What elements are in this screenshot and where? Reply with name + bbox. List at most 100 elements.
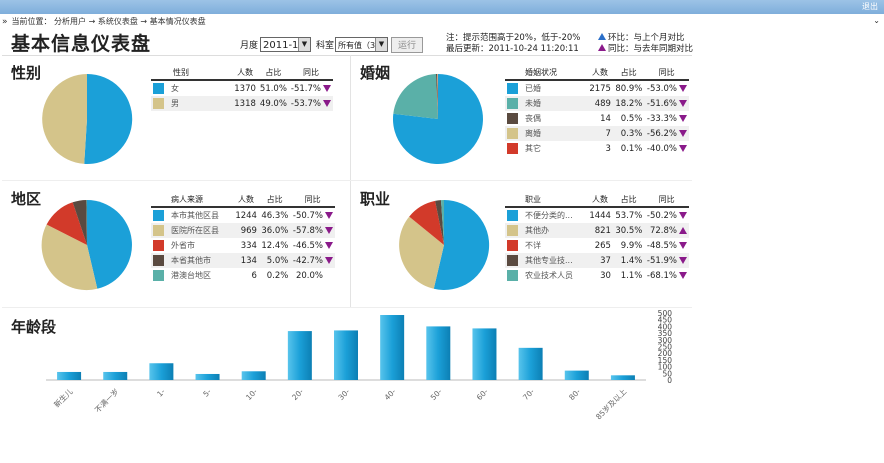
color-swatch: [151, 223, 169, 238]
x-tick-label: 5-: [201, 387, 213, 399]
color-swatch: [505, 223, 523, 238]
exit-link[interactable]: 退出: [862, 2, 878, 11]
swatch-box: [153, 255, 164, 266]
gender-title: 性别: [11, 64, 42, 82]
row-yoy: -53.0%: [644, 80, 689, 96]
swatch-box: [507, 240, 518, 251]
row-yoy: -51.6%: [644, 96, 689, 111]
pie-slice: [393, 74, 438, 119]
region-title: 地区: [11, 190, 42, 208]
row-count: 6: [251, 270, 257, 281]
triangle-down-icon: [325, 256, 333, 264]
row-pct: 80.9%: [615, 83, 643, 94]
row-label: 男: [168, 96, 233, 111]
swatch-box: [153, 210, 164, 221]
row-label: 离婚: [523, 126, 587, 141]
col-header: 病人来源: [151, 193, 233, 208]
table-row: 港澳台地区 6 0.2% 20.0%: [151, 268, 335, 283]
table-row: 医院所在区县 969 36.0% -57.8%: [151, 223, 335, 238]
row-pct: 49.0%: [257, 96, 289, 111]
col-header: 占比: [612, 66, 645, 81]
y-tick-label: 50: [662, 369, 672, 378]
triangle-down-icon: [323, 84, 331, 92]
run-button[interactable]: 运行: [391, 37, 423, 53]
occupation-table: 职业 人数 占比 同比 不便分类的... 1444 53.7% -50.2% 其他办 82…: [505, 193, 689, 283]
month-select[interactable]: 2011-1 ▼: [260, 37, 311, 52]
pie-slice: [435, 200, 444, 245]
y-tick-label: 300: [658, 336, 673, 345]
table-row: 农业技术人员 30 1.1% -68.1%: [505, 268, 689, 283]
threshold-note: 注：提示范围高于20%，低于-20%: [446, 33, 581, 43]
row-yoy: -51.7%: [289, 80, 333, 96]
row-count: 334: [240, 240, 257, 251]
double-chevron-icon[interactable]: »: [2, 17, 8, 27]
triangle-down-icon: [679, 114, 687, 122]
month-label: 月度: [240, 41, 259, 51]
row-yoy: -53.7%: [288, 96, 333, 111]
x-tick-label: 新生儿: [52, 386, 75, 409]
row-label: 不便分类的...: [525, 211, 573, 220]
table-row: 不便分类的... 1444 53.7% -50.2%: [505, 207, 689, 223]
swatch-box: [507, 128, 518, 139]
bar-1: [103, 371, 128, 380]
col-header: 人数: [587, 193, 613, 208]
row-count: 134: [233, 253, 259, 268]
row-label: 本市其他区县: [171, 211, 219, 220]
y-tick-label: 200: [658, 349, 673, 358]
legend-tongbi: 同比：与去年同期对比: [598, 42, 693, 54]
row-count: 30: [600, 270, 611, 281]
row-label: 女: [170, 84, 179, 93]
triangle-down-icon: [679, 241, 687, 249]
legend-huanbi: 环比：与上个月对比: [598, 31, 685, 43]
color-swatch: [505, 268, 523, 283]
x-tick-label: 30-: [336, 387, 351, 402]
row-label: 港澳台地区: [171, 271, 211, 280]
y-tick-label: 350: [658, 329, 673, 338]
row-yoy: -46.5%: [290, 238, 335, 253]
y-tick-label: 450: [658, 316, 673, 325]
x-tick-label: 50-: [429, 387, 444, 402]
triangle-up-icon: [679, 226, 687, 234]
swatch-box: [153, 240, 164, 251]
swatch-box: [153, 225, 164, 236]
bar-9: [472, 328, 497, 380]
triangle-down-icon: [325, 241, 333, 249]
row-pct: 9.9%: [620, 240, 643, 251]
dept-select[interactable]: 所有值（3 ▼: [335, 37, 388, 52]
color-swatch: [505, 96, 523, 111]
marriage-title: 婚姻: [360, 64, 391, 82]
age-chart-title: 年龄段: [11, 318, 57, 336]
triangle-down-icon: [679, 256, 687, 264]
swatch-box: [153, 270, 164, 281]
chevron-down-icon: ▼: [298, 38, 310, 51]
breadcrumb-text: 当前位置： 分析用户 → 系统仪表盘 → 基本情况仪表盘: [11, 17, 206, 26]
dept-label: 科室: [316, 41, 335, 51]
col-header: 同比: [288, 66, 333, 81]
row-count: 3: [605, 143, 611, 154]
collapse-chevron-icon[interactable]: ⌄: [873, 16, 880, 25]
pie-slice: [42, 74, 87, 164]
table-row: 本省其他市 134 5.0% -42.7%: [151, 253, 335, 268]
y-tick-label: 500: [658, 309, 673, 318]
row-label: 其他专业技...: [523, 253, 587, 268]
pie-slice: [41, 224, 98, 291]
x-tick-label: 1-: [155, 387, 167, 399]
row-pct: 0.2%: [266, 270, 289, 281]
col-header: 占比: [612, 193, 645, 208]
triangle-down-icon: [325, 226, 333, 234]
col-header: 同比: [644, 193, 689, 208]
col-header: 人数: [587, 66, 613, 81]
occupation-title: 职业: [360, 190, 391, 208]
table-row: 外省市 334 12.4% -46.5%: [151, 238, 335, 253]
row-count: 37: [587, 253, 613, 268]
row-pct: 1.1%: [620, 270, 643, 281]
x-tick-label: 20-: [290, 387, 305, 402]
table-row: 不详 265 9.9% -48.5%: [505, 238, 689, 253]
row-count: 7: [587, 126, 613, 141]
table-row: 丧偶 14 0.5% -33.3%: [505, 111, 689, 126]
color-swatch: [505, 141, 523, 156]
color-swatch: [505, 207, 523, 223]
swatch-box: [507, 83, 518, 94]
row-pct: 53.7%: [615, 210, 643, 221]
triangle-down-icon: [679, 211, 687, 219]
